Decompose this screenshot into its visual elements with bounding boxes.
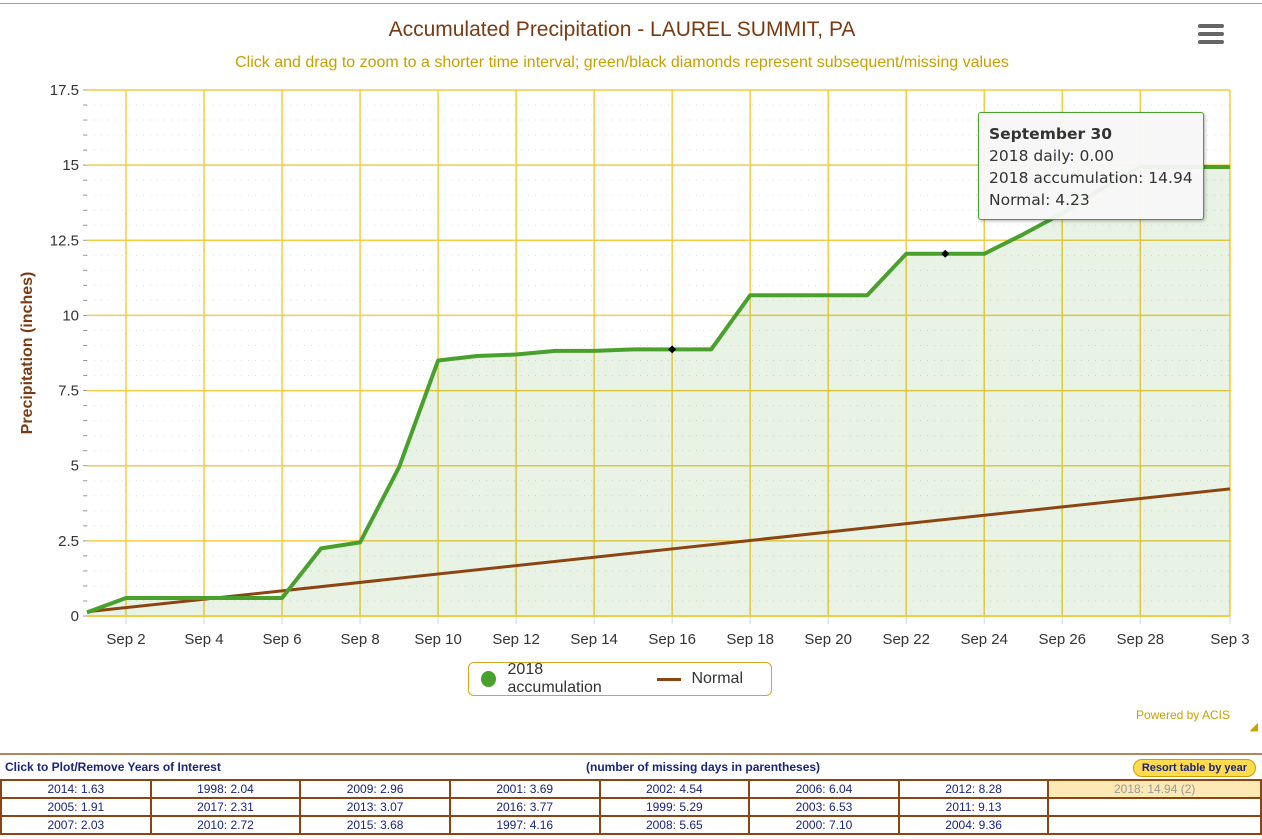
legend-item-2018[interactable]: 2018 accumulation [481, 661, 629, 697]
x-tick-label: Sep 6 [262, 631, 301, 648]
year-cell[interactable]: 2013: 3.07 [299, 797, 451, 817]
year-cell[interactable]: 2018: 14.94 (2) [1047, 779, 1262, 799]
year-cell[interactable]: 2014: 1.63 [0, 779, 152, 799]
year-cell[interactable]: 2007: 2.03 [0, 815, 152, 835]
chart-title: Accumulated Precipitation - LAUREL SUMMI… [389, 18, 856, 41]
tooltip-normal: Normal: 4.23 [989, 191, 1090, 209]
tooltip: September 30 2018 daily: 0.00 2018 accum… [978, 112, 1204, 220]
year-cell[interactable]: 2005: 1.91 [0, 797, 152, 817]
legend-item-normal[interactable]: Normal [657, 670, 743, 688]
x-tick-label: Sep 18 [726, 631, 774, 648]
accum-line-2018 [86, 164, 1230, 615]
y-tick-label: 5 [71, 458, 79, 475]
y-axis-label: Precipitation (inches) [19, 272, 36, 435]
table-row: 2007: 2.03 2010: 2.72 2015: 3.68 1997: 4.16… [0, 815, 1262, 835]
x-tick-label: Sep 26 [1038, 631, 1086, 648]
year-cell[interactable]: 2011: 9.13 [897, 797, 1050, 817]
table-row: 2014: 1.63 1998: 2.04 2009: 2.96 2001: 3.69… [0, 779, 1262, 799]
year-cell[interactable]: 2000: 7.10 [748, 815, 900, 835]
legend: 2018 accumulation Normal [468, 661, 772, 697]
y-tick-label: 7.5 [58, 383, 79, 400]
x-tick-label: Sep 2 [106, 631, 145, 648]
x-tick-label: Sep 16 [648, 631, 696, 648]
y-tick-label: 2.5 [58, 533, 79, 550]
area-2018 [87, 166, 1230, 616]
y-tick-label: 15 [62, 157, 79, 174]
chart-subtitle: Click and drag to zoom to a shorter time… [235, 54, 1009, 71]
chart[interactable]: Accumulated Precipitation - LAUREL SUMMI… [0, 0, 1262, 740]
year-cell[interactable]: 1998: 2.04 [149, 779, 302, 799]
y-tick-label: 0 [71, 608, 79, 625]
year-cell[interactable]: 2012: 8.28 [897, 779, 1050, 799]
x-tick-label: Sep 20 [804, 631, 852, 648]
x-tick-label: Sep 28 [1117, 631, 1165, 648]
year-cell[interactable]: 1999: 5.29 [598, 797, 751, 817]
resize-handle-icon[interactable]: ◢ [1249, 721, 1258, 733]
table-row: 2005: 1.91 2017: 2.31 2013: 3.07 2016: 3.77… [0, 797, 1262, 817]
tooltip-title: September 30 [989, 125, 1113, 143]
tooltip-accum: 2018 accumulation: 14.94 [989, 169, 1193, 187]
y-tick-label: 17.5 [50, 82, 79, 99]
missing-diamond-icon [941, 249, 950, 258]
table-instructions: Click to Plot/Remove Years of Interest [5, 760, 221, 774]
x-tick-label: Sep 24 [960, 631, 1008, 648]
year-cell[interactable]: 2001: 3.69 [448, 779, 601, 799]
year-cell[interactable]: 2003: 6.53 [748, 797, 900, 817]
years-table: Click to Plot/Remove Years of Interest (… [0, 753, 1262, 835]
resort-button[interactable]: Resort table by year [1132, 759, 1256, 777]
year-cell[interactable]: 2015: 3.68 [299, 815, 451, 835]
legend-label: 2018 accumulation [507, 661, 602, 696]
x-tick-label: Sep 12 [492, 631, 540, 648]
y-tick-label: 12.5 [50, 232, 79, 249]
brown-line-icon [657, 677, 682, 681]
hamburger-menu-icon[interactable] [1198, 24, 1228, 48]
year-cell[interactable]: 2008: 5.65 [598, 815, 751, 835]
x-tick-label: Sep 10 [414, 631, 462, 648]
powered-by-link[interactable]: Powered by ACIS [1135, 708, 1230, 722]
x-tick-label: Sep 8 [340, 631, 379, 648]
x-tick-label: Sep 14 [570, 631, 618, 648]
year-cell[interactable]: 2006: 6.04 [748, 779, 900, 799]
legend-label: Normal [691, 670, 743, 687]
x-tick-label: Sep 3 [1210, 631, 1249, 648]
year-cell[interactable]: 2009: 2.96 [299, 779, 451, 799]
y-tick-label: 10 [62, 307, 79, 324]
year-cell[interactable]: 2016: 3.77 [448, 797, 601, 817]
green-dot-icon [481, 671, 496, 687]
missing-diamond-icon [668, 345, 677, 354]
year-cell[interactable]: 2002: 4.54 [598, 779, 751, 799]
table-note: (number of missing days in parentheses) [586, 760, 821, 774]
year-cell[interactable]: 1997: 4.16 [448, 815, 601, 835]
year-cell[interactable] [1047, 797, 1262, 817]
top-border [0, 3, 1262, 4]
tooltip-daily: 2018 daily: 0.00 [989, 147, 1115, 165]
year-cell[interactable]: 2017: 2.31 [149, 797, 302, 817]
normal-line [86, 487, 1231, 614]
table-header: Click to Plot/Remove Years of Interest (… [0, 755, 1262, 779]
year-cell[interactable] [1047, 815, 1262, 835]
x-tick-label: Sep 4 [184, 631, 223, 648]
year-cell[interactable]: 2010: 2.72 [149, 815, 302, 835]
year-cell[interactable]: 2004: 9.36 [897, 815, 1050, 835]
x-tick-label: Sep 22 [882, 631, 930, 648]
